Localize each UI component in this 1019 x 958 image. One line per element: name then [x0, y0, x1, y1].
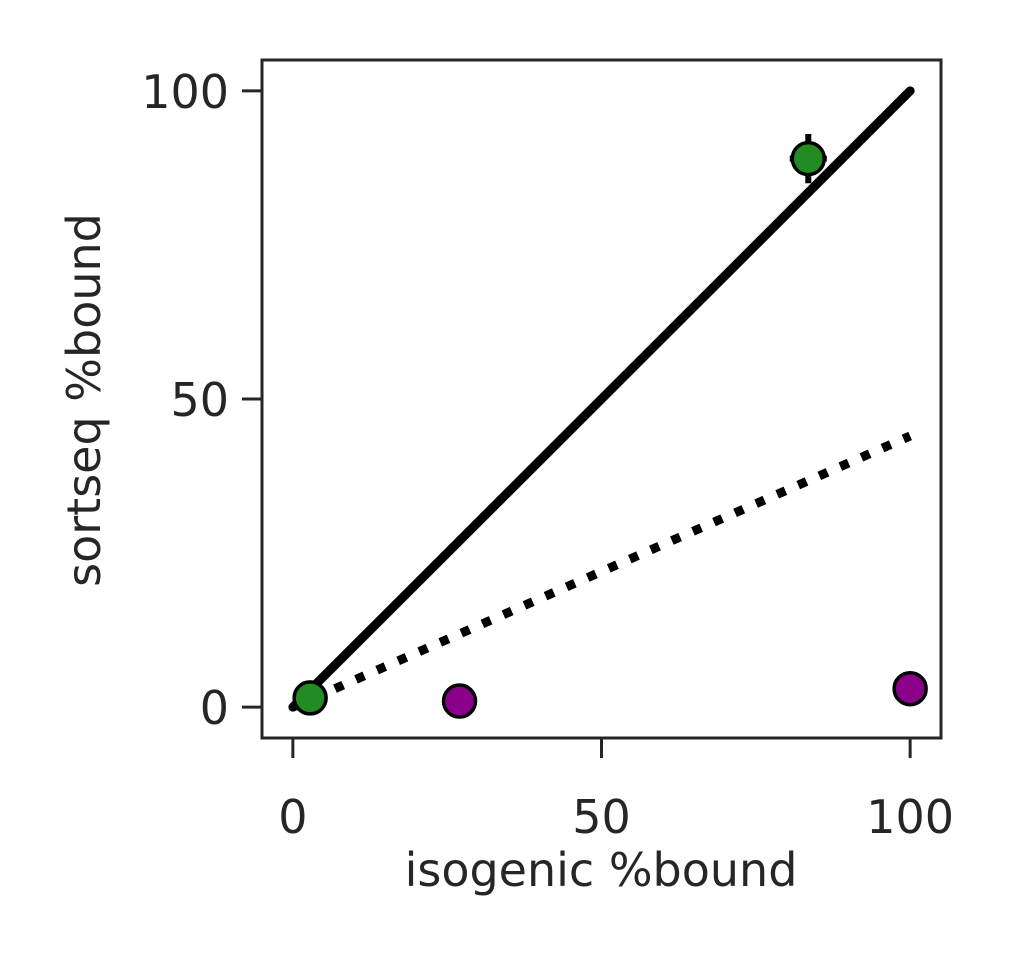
y-axis-ticks: 0 50 100	[141, 65, 262, 735]
x-tick-label: 100	[866, 790, 954, 844]
x-axis-ticks: 0 50 100	[278, 738, 954, 844]
y-tick-label: 100	[141, 65, 229, 119]
data-point	[790, 140, 827, 177]
data-point	[441, 683, 478, 719]
y-axis-label: sortseq %bound	[57, 213, 111, 587]
identity-line	[288, 86, 915, 712]
data-points	[292, 140, 928, 719]
x-tick-label: 0	[278, 790, 307, 844]
data-point	[292, 680, 328, 716]
data-point	[892, 670, 928, 707]
y-tick-label: 50	[170, 373, 229, 427]
dotted-fit-line	[291, 431, 912, 712]
x-axis-label: isogenic %bound	[405, 843, 798, 897]
reference-lines	[288, 86, 915, 712]
x-tick-label: 50	[572, 790, 631, 844]
y-tick-label: 0	[200, 681, 229, 735]
